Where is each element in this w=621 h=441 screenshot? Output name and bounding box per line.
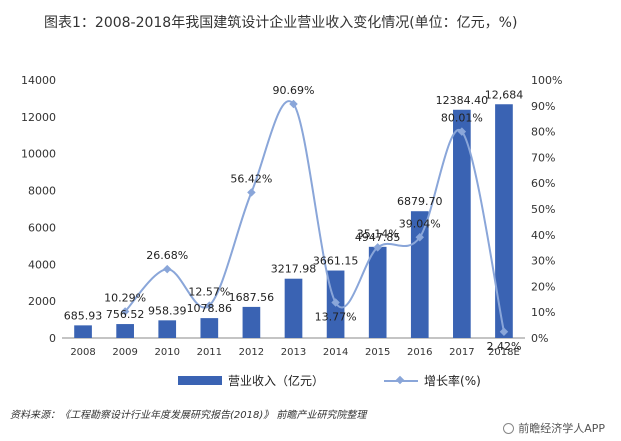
- bar-value-label: 1687.56: [229, 291, 275, 304]
- bar: [200, 318, 219, 338]
- legend-swatch-line: [384, 376, 419, 385]
- growth-value-label: 39.04%: [399, 217, 441, 230]
- y-right-tick-label: 0%: [531, 332, 548, 345]
- y-right-tick-label: 50%: [531, 203, 555, 216]
- y-right-tick-label: 70%: [531, 151, 555, 164]
- legend-item-revenue: 营业收入（亿元）: [178, 372, 324, 389]
- y-right-tick-label: 10%: [531, 306, 555, 319]
- y-left-tick-label: 14000: [21, 74, 56, 87]
- x-tick-label: 2011: [197, 347, 222, 358]
- growth-value-label: 56.42%: [230, 172, 272, 185]
- growth-line: [124, 100, 505, 332]
- y-right-tick-label: 40%: [531, 229, 555, 242]
- y-right-tick-label: 80%: [531, 126, 555, 139]
- growth-value-label: 2.42%: [486, 340, 521, 353]
- chart-title: 图表1：2008-2018年我国建筑设计企业营业收入变化情况(单位：亿元，%): [44, 15, 518, 31]
- bar: [284, 278, 303, 338]
- bar-value-label: 12384.40: [436, 94, 489, 107]
- y-right-tick-label: 100%: [531, 74, 562, 87]
- bar-value-label: 1078.86: [187, 302, 233, 315]
- y-left-tick-label: 6000: [28, 221, 56, 234]
- y-left-tick-label: 0: [49, 332, 56, 345]
- growth-point: [205, 301, 214, 310]
- bar: [242, 306, 261, 338]
- bar-value-label: 3661.15: [313, 255, 359, 268]
- y-left-tick-label: 4000: [28, 258, 56, 271]
- x-tick-label: 2016: [407, 347, 432, 358]
- x-tick-label: 2015: [365, 347, 390, 358]
- brand-text: 前瞻经济学人APP: [518, 422, 605, 435]
- y-right-tick-label: 90%: [531, 100, 555, 113]
- x-tick-label: 2013: [281, 347, 306, 358]
- growth-point: [331, 298, 340, 307]
- growth-point: [415, 233, 425, 242]
- legend-label-growth: 增长率(%): [424, 374, 481, 388]
- bar-value-label: 756.52: [106, 308, 145, 321]
- source-note: 资料来源：《工程勘察设计行业年度发展研究报告(2018)》 前瞻产业研究院整理: [10, 410, 367, 421]
- legend: 营业收入（亿元） 增长率(%): [178, 372, 541, 389]
- y-right-tick-label: 60%: [531, 177, 555, 190]
- bar: [158, 320, 177, 338]
- x-tick-label: 2009: [112, 347, 137, 358]
- growth-value-label: 10.29%: [104, 291, 146, 304]
- bar-value-label: 6879.70: [397, 195, 443, 208]
- legend-swatch-bar: [178, 376, 222, 385]
- bar: [453, 109, 471, 339]
- growth-point: [457, 127, 467, 136]
- y-left-tick-label: 12000: [21, 111, 56, 124]
- bar-value-label: 3217.98: [271, 263, 317, 276]
- legend-item-growth: 增长率(%): [384, 372, 481, 389]
- growth-point: [289, 99, 298, 109]
- x-tick-label: 2018E: [488, 347, 520, 358]
- growth-point: [162, 264, 172, 274]
- growth-value-label: 90.69%: [273, 84, 315, 97]
- x-tick-label: 2014: [323, 347, 348, 358]
- bar: [74, 325, 92, 338]
- x-tick-label: 2012: [239, 347, 264, 358]
- growth-value-label: 13.77%: [315, 310, 357, 323]
- brand-logo-icon: [503, 422, 515, 434]
- bar-value-label: 12,684: [485, 88, 524, 101]
- growth-point: [120, 307, 130, 316]
- bar: [116, 324, 134, 338]
- y-left-tick-label: 2000: [28, 295, 56, 308]
- growth-point: [247, 188, 256, 197]
- x-tick-label: 2010: [155, 347, 180, 358]
- bar: [495, 104, 513, 338]
- bar: [368, 246, 387, 338]
- growth-value-label: 12.57%: [188, 286, 230, 299]
- y-left-tick-label: 8000: [28, 185, 56, 198]
- y-right-tick-label: 20%: [531, 280, 555, 293]
- legend-label-revenue: 营业收入（亿元）: [228, 374, 325, 388]
- bar-value-label: 685.93: [64, 309, 103, 322]
- growth-point: [373, 243, 382, 252]
- growth-value-label: 80.01%: [441, 112, 483, 125]
- y-left-tick-label: 10000: [21, 148, 56, 161]
- growth-point: [499, 327, 509, 336]
- growth-value-label: 26.68%: [146, 249, 188, 262]
- bar-value-label: 958.39: [148, 304, 187, 317]
- x-tick-label: 2008: [70, 347, 95, 358]
- y-right-tick-label: 30%: [531, 255, 555, 268]
- bar-value-label: 4947.85: [355, 231, 401, 244]
- brand-mark: 前瞻经济学人APP: [503, 420, 605, 436]
- x-tick-label: 2017: [449, 347, 474, 358]
- growth-value-label: 35.14%: [357, 227, 399, 240]
